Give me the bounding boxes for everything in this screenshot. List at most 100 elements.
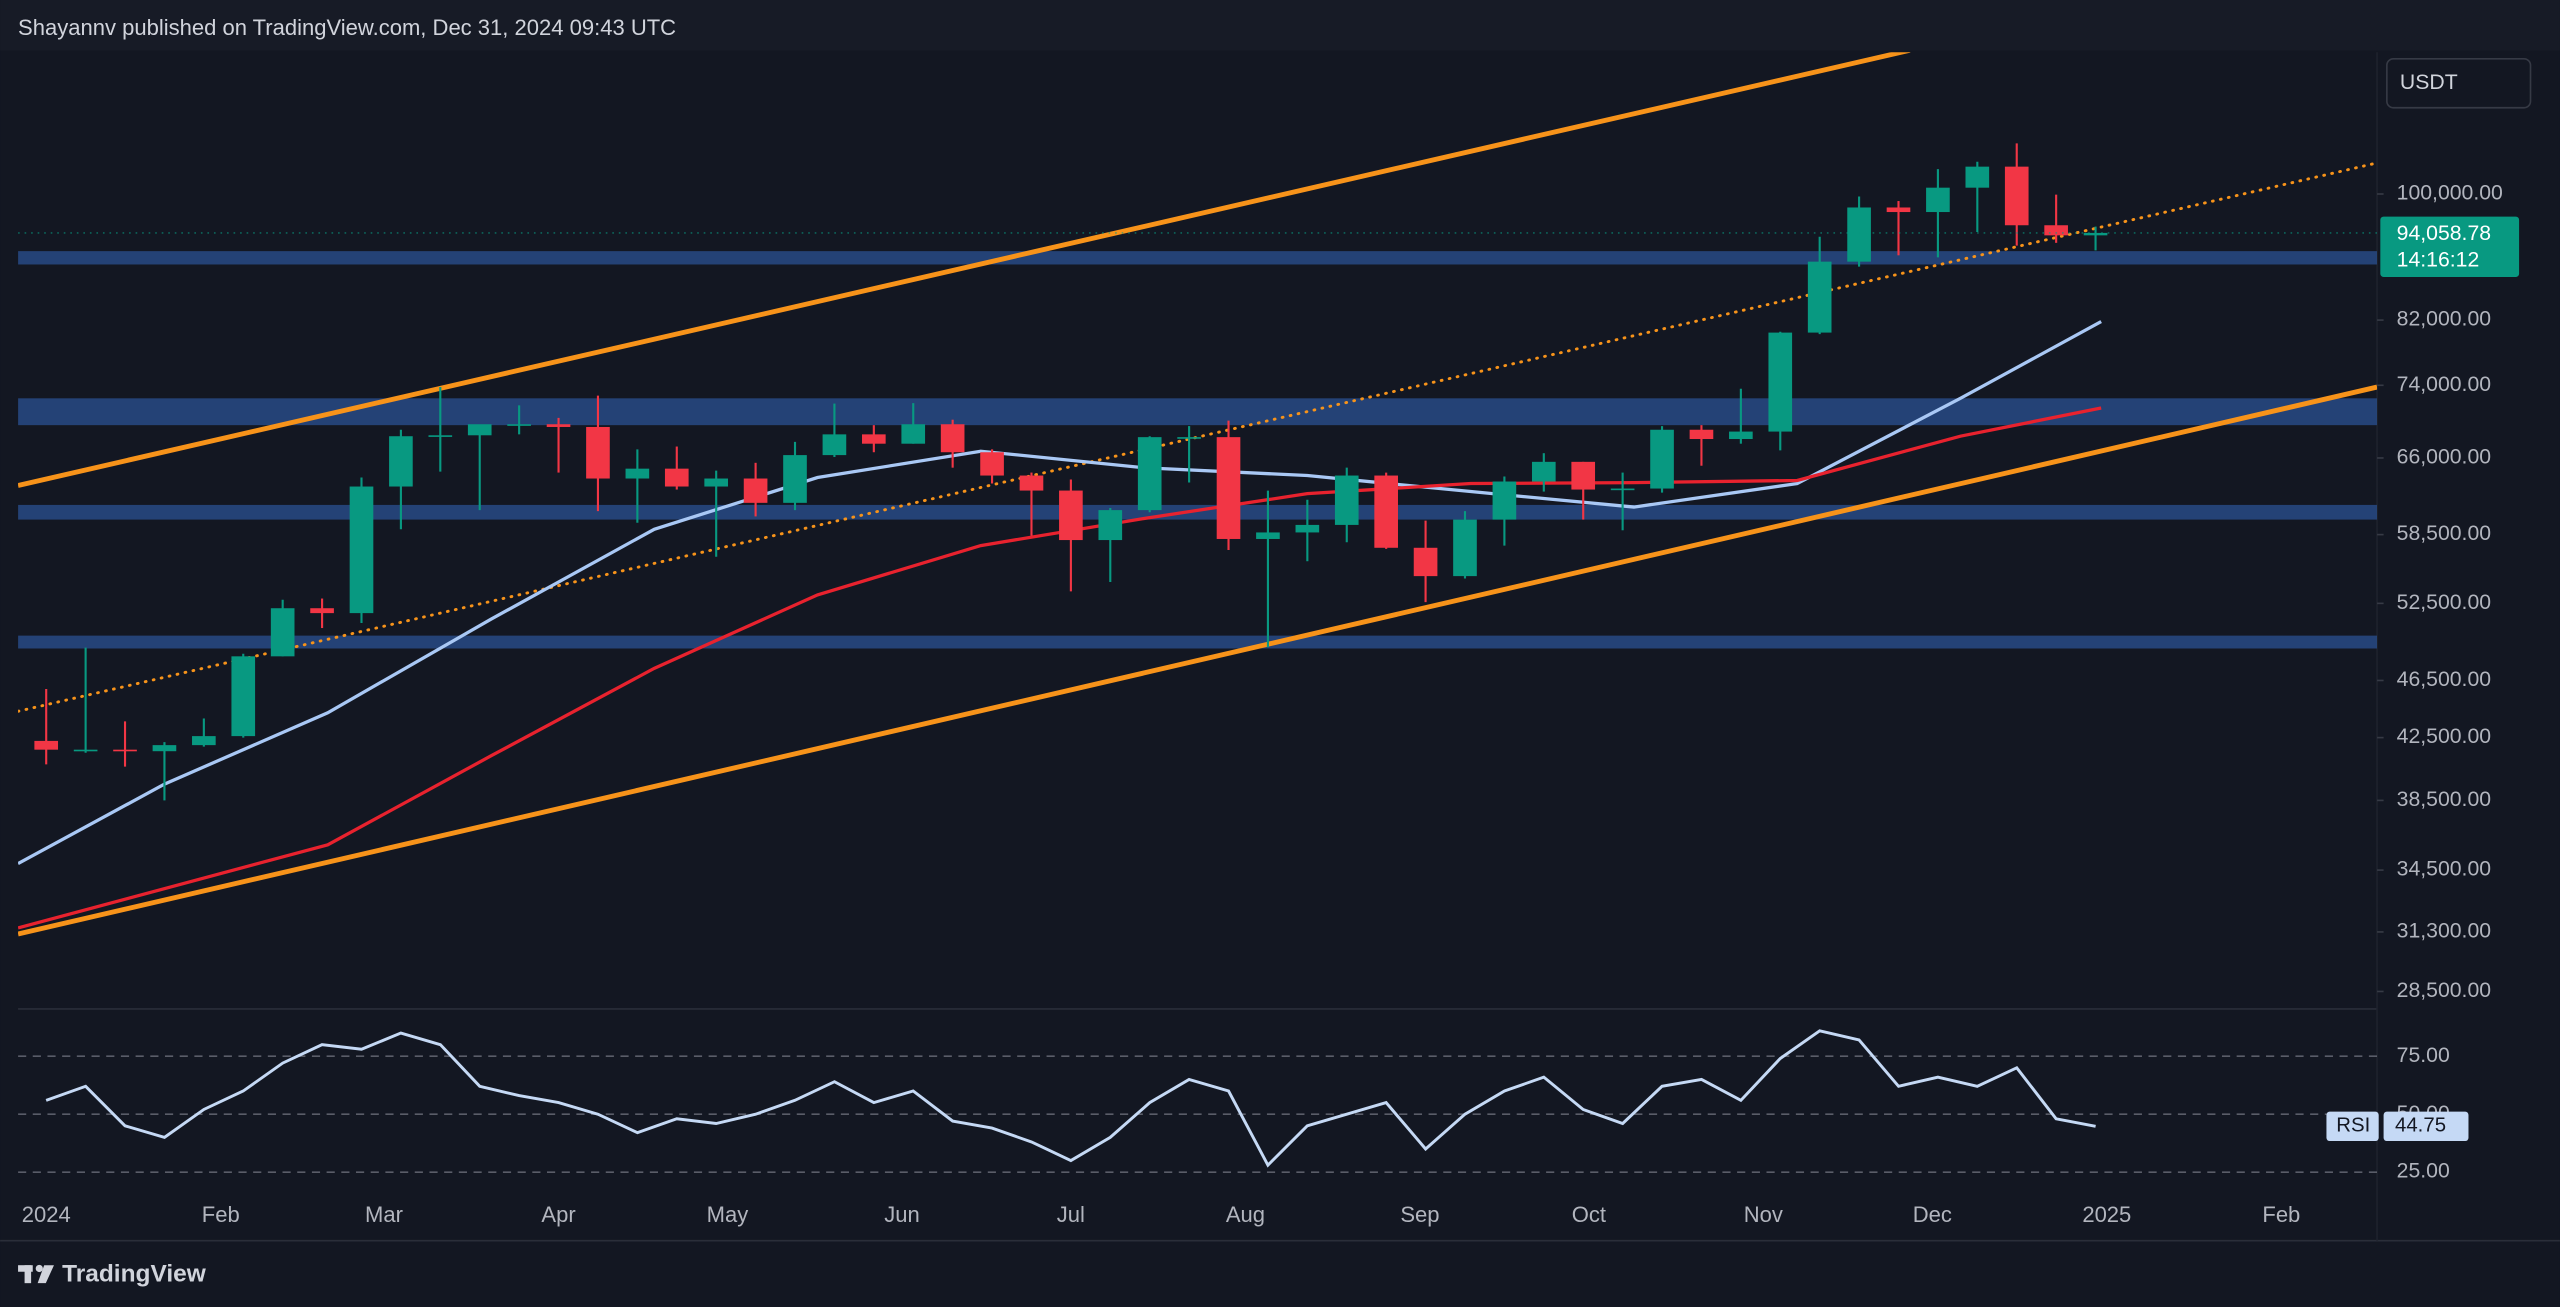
candle-body <box>1334 475 1359 525</box>
rsi-name-box <box>2326 1111 2379 1142</box>
candle-body <box>192 736 216 746</box>
x-tick-label: Nov <box>1744 1202 1783 1227</box>
currency-box[interactable] <box>2386 57 2532 109</box>
candle-body <box>1610 488 1635 491</box>
logo-part <box>37 1265 54 1284</box>
currency: USDT <box>2400 71 2458 94</box>
y-tick-label: 74,000.00 <box>2397 373 2491 396</box>
candle-body <box>1571 461 1596 490</box>
x-tick-label: Sep <box>1400 1202 1439 1227</box>
y-tick-label: 82,000.00 <box>2397 308 2491 331</box>
publish-info: Shayannv published on TradingView.com, D… <box>18 15 676 40</box>
candle-body <box>940 424 965 453</box>
countdown: 14:16:12 <box>2397 248 2480 271</box>
x-tick-label: 2025 <box>2082 1202 2131 1227</box>
support-zone <box>18 504 2378 520</box>
y-tick-label: 46,500.00 <box>2397 668 2491 691</box>
support-zone <box>18 251 2378 265</box>
candle-body <box>546 424 571 427</box>
candle-body <box>1098 510 1123 541</box>
candle-body <box>310 608 334 614</box>
y-tick-label: 34,500.00 <box>2397 858 2491 881</box>
x-tick-label: Aug <box>1226 1202 1265 1227</box>
trendline <box>18 384 2378 937</box>
candle-body <box>743 478 768 503</box>
support-zone <box>18 398 2378 426</box>
moving-average <box>18 320 2102 866</box>
candle-body <box>152 745 177 752</box>
x-tick-label: Jun <box>884 1202 920 1227</box>
candle-body <box>1847 207 1871 262</box>
y-tick-label: 42,500.00 <box>2397 725 2491 748</box>
candle-body <box>2044 225 2068 236</box>
candle-body <box>704 478 729 487</box>
candle-body <box>1453 519 1477 577</box>
x-tick-label: Feb <box>2262 1202 2300 1227</box>
y-tick-label: 25.00 <box>2397 1160 2450 1183</box>
candle-body <box>467 424 492 436</box>
rsi-line <box>45 1029 2096 1168</box>
candle-body <box>1689 429 1714 440</box>
candle-body <box>901 424 926 444</box>
candle-body <box>1137 437 1162 511</box>
candle-body <box>231 656 256 737</box>
logo-part <box>35 1264 43 1273</box>
candle-body <box>1256 532 1280 539</box>
last-price-label: 94,058.78 <box>2397 222 2491 245</box>
candle-body <box>1729 431 1753 440</box>
candle-body <box>428 435 453 437</box>
header-bar <box>0 0 2560 51</box>
brand: TradingView <box>62 1260 207 1287</box>
y-tick-label: 31,300.00 <box>2397 920 2491 943</box>
candle-body <box>1492 481 1517 520</box>
trendline <box>18 52 1911 488</box>
candle-body <box>1374 475 1398 548</box>
candle-body <box>2083 232 2108 236</box>
candle-body <box>980 452 1004 476</box>
candle-body <box>2004 166 2029 226</box>
rsi-name: RSI <box>2336 1115 2370 1137</box>
y-tick-label: 38,500.00 <box>2397 788 2491 811</box>
candle-body <box>507 424 531 426</box>
candle-body <box>783 455 807 503</box>
y-tick-label: 100,000.00 <box>2397 182 2503 205</box>
x-tick-label: Mar <box>365 1202 403 1227</box>
candle-body <box>1059 490 1083 541</box>
x-tick-label: Jul <box>1057 1202 1085 1227</box>
candle-body <box>1807 261 1832 333</box>
candle-body <box>1965 166 1990 188</box>
candle-body <box>1216 437 1241 539</box>
logo-part <box>24 1265 32 1284</box>
candle-body <box>1295 524 1320 533</box>
candle-body <box>1177 437 1201 439</box>
trendline <box>18 161 2378 713</box>
x-tick-label: Oct <box>1572 1202 1606 1227</box>
candle-body <box>34 740 59 750</box>
x-tick-label: Apr <box>541 1202 575 1227</box>
support-zone <box>18 635 2378 649</box>
y-tick-label: 66,000.00 <box>2397 446 2491 469</box>
candle-body <box>1413 547 1438 577</box>
candle-body <box>1650 429 1674 489</box>
candle-body <box>113 749 137 752</box>
y-tick-label: 28,500.00 <box>2397 979 2491 1002</box>
y-tick-label: 58,500.00 <box>2397 522 2491 545</box>
x-tick-label: May <box>707 1202 749 1227</box>
candle-body <box>1531 461 1556 482</box>
rsi-plot <box>18 1029 2378 1173</box>
rsi-value-box <box>2383 1111 2469 1142</box>
candle-body <box>270 608 295 657</box>
candle-body <box>664 468 689 487</box>
candle-body <box>862 434 886 444</box>
rsi-value: 44.75 <box>2395 1115 2446 1137</box>
price-plot <box>18 52 2378 937</box>
candle-body <box>822 434 847 456</box>
candle-body <box>349 486 374 614</box>
tradingview-logo <box>18 1264 54 1284</box>
moving-average <box>18 406 2102 930</box>
candle-body <box>73 749 98 752</box>
candle-body <box>1019 475 1044 491</box>
candle-body <box>1926 187 1950 213</box>
